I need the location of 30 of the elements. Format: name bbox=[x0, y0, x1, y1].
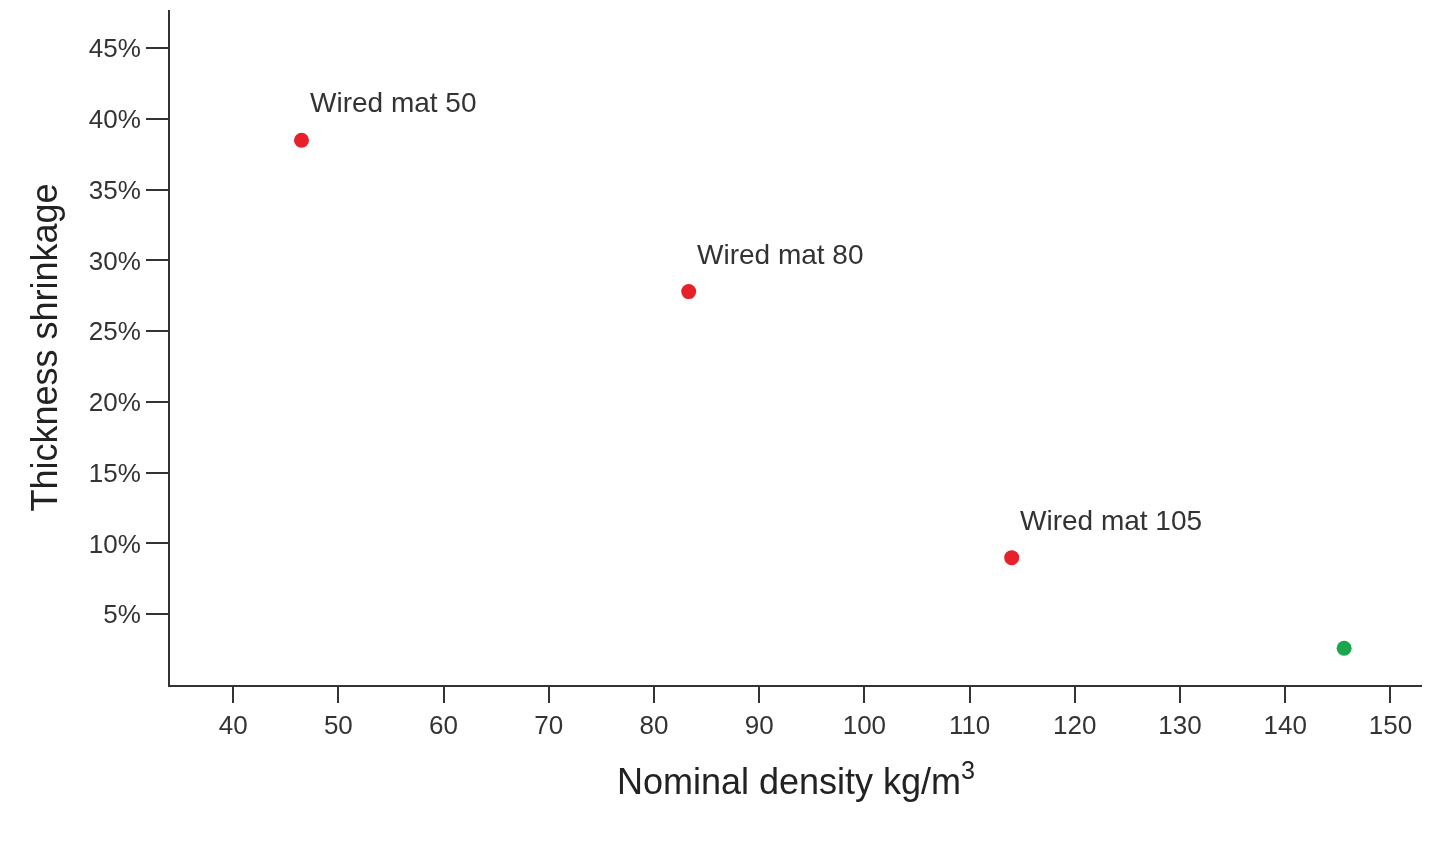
y-tick-label: 10% bbox=[88, 528, 141, 559]
y-tick-label: 20% bbox=[88, 387, 141, 418]
point bbox=[681, 284, 697, 300]
y-tick-label: 35% bbox=[88, 174, 141, 205]
annotation: Wired mat 80 bbox=[697, 239, 864, 270]
point bbox=[1336, 640, 1352, 656]
x-tick-label: 120 bbox=[1053, 710, 1097, 741]
x-tick-label: 60 bbox=[429, 710, 459, 741]
y-tick-label: 25% bbox=[88, 316, 141, 347]
x-axis-title: Nominal density kg/m$^{3}$ bbox=[616, 756, 976, 803]
y-tick-label: 45% bbox=[88, 33, 141, 64]
y-tick-label: 40% bbox=[88, 104, 141, 135]
annotation: Wired mat 50 bbox=[310, 87, 477, 118]
point bbox=[294, 132, 310, 148]
x-tick-label: 100 bbox=[842, 710, 887, 741]
x-tick-label: 90 bbox=[744, 710, 774, 741]
y-tick-label: 5% bbox=[103, 599, 141, 630]
annotation: Wired mat 105 bbox=[1020, 505, 1203, 536]
y-axis-title: Thickness shrinkage bbox=[24, 183, 66, 512]
x-tick-label: 140 bbox=[1263, 710, 1307, 741]
y-tick-label: 15% bbox=[88, 457, 141, 488]
x-tick-label: 150 bbox=[1368, 710, 1413, 741]
x-tick-label: 110 bbox=[948, 710, 991, 741]
x-tick-label: 80 bbox=[639, 710, 669, 741]
point bbox=[1004, 550, 1020, 566]
y-tick-label: 30% bbox=[88, 245, 141, 276]
x-tick-label: 50 bbox=[323, 710, 353, 741]
x-tick-label: 130 bbox=[1158, 710, 1202, 741]
x-tick-label: 70 bbox=[534, 710, 564, 741]
x-tick-label: 40 bbox=[218, 710, 248, 741]
